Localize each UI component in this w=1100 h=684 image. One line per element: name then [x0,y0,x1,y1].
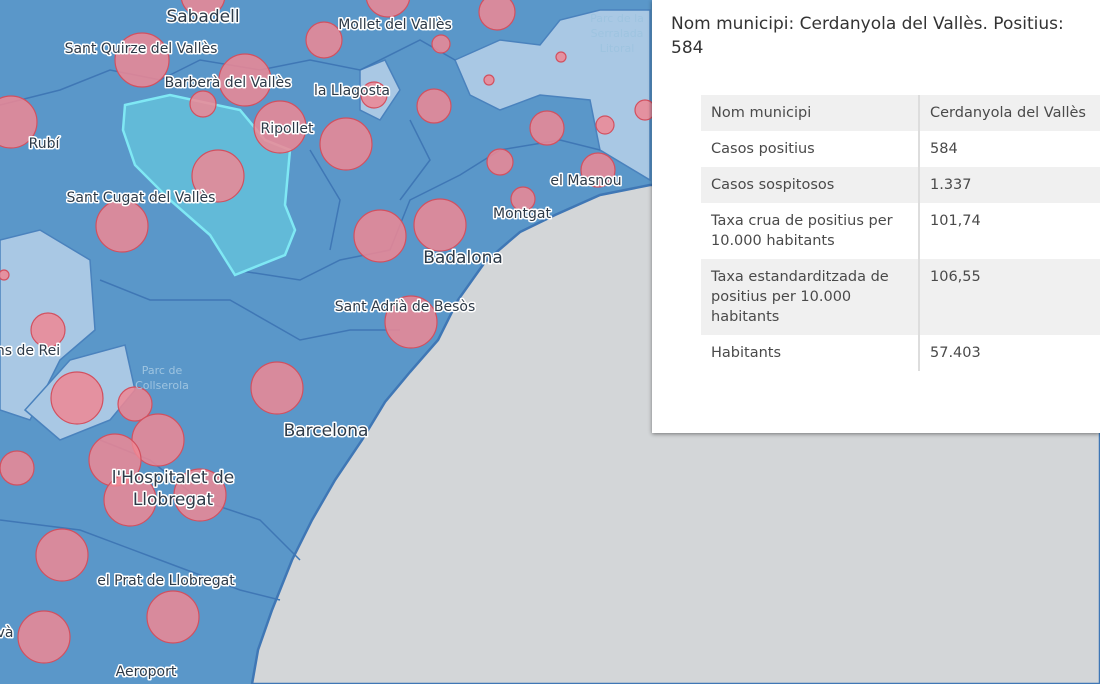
field-name: Habitants [701,335,920,371]
place-label: ns de Rei [0,343,60,359]
case-circle [117,386,153,422]
park-label: Parc de [142,364,183,377]
case-circle [189,90,217,118]
field-name: Nom municipi [701,95,920,131]
field-value: 1.337 [919,167,1100,203]
field-name: Casos sospitosos [701,167,920,203]
case-circle [17,610,71,664]
field-name: Taxa crua de positius per 10.000 habitan… [701,203,920,259]
case-circle [218,53,272,107]
place-label: el Prat de Llobregat [97,573,235,589]
case-circle [103,473,157,527]
place-label: la Llagosta [314,83,390,99]
case-circle [50,371,104,425]
place-label: Sabadell [166,7,239,27]
case-circle [114,32,170,88]
place-label: Sant Quirze del Vallès [65,41,218,57]
place-label: Badalona [423,248,503,268]
table-row: Taxa crua de positius per 10.000 habitan… [701,203,1100,259]
table-row: Casos sospitosos 1.337 [701,167,1100,203]
field-name: Casos positius [701,131,920,167]
case-circle [483,74,495,86]
field-value: 584 [930,141,958,157]
field-name: Taxa estandarditzada de positius per 10.… [701,259,920,335]
place-label: l'Hospitalet de [112,468,235,488]
case-circle [30,312,66,348]
table-row: Casos positius 584 [701,131,1100,167]
table-row: Habitants 57.403 [701,335,1100,371]
case-circle [253,100,307,154]
place-label: Barcelona [284,421,369,441]
case-circle [305,21,343,59]
case-circle [580,152,616,188]
case-circle [173,468,227,522]
case-circle [353,209,407,263]
field-value: 57.403 [930,345,981,361]
case-circle [180,0,226,18]
case-circle [529,110,565,146]
case-circle [413,198,467,252]
case-circle [478,0,516,31]
case-circle [35,528,89,582]
case-circle [250,361,304,415]
place-label: Ripollet [261,121,314,137]
case-circle [384,295,438,349]
case-circle [486,148,514,176]
place-label: Mollet del Vallès [338,17,452,33]
place-label: Llobregat [133,490,214,510]
map-labels: Sabadell Mollet del Vallès Sant Quirze del… [0,6,644,682]
case-circle [0,95,38,149]
municipality-light [454,9,651,182]
place-label: Barberà del Vallès [165,75,292,91]
place-label: Sant Cugat del Vallès [67,190,216,206]
case-circle [146,590,200,644]
case-circle [319,117,373,171]
case-circle [431,34,451,54]
case-circle [0,450,35,486]
park-label: Collserola [135,379,189,392]
place-label: Sant Adrià de Besòs [335,299,476,315]
park-label: Litoral [600,42,635,55]
field-value: 101,74 [930,213,981,229]
park-label: Serralada [591,27,644,40]
park-label: Parc de la [590,12,644,25]
case-circle [191,149,245,203]
case-circle [0,269,10,281]
place-label: el Masnou [550,173,621,189]
case-circle [360,81,388,109]
case-circle [95,199,149,253]
case-circle [365,0,411,18]
place-label: Montgat [493,206,551,222]
case-circle [595,115,615,135]
field-value: 106,55 [919,259,1100,335]
place-label: Aeroport [116,664,177,680]
place-label: Rubí [29,136,61,152]
attribute-table: Nom municipi Cerdanyola del Vallès Casos p… [701,95,1100,371]
table-row: Nom municipi Cerdanyola del Vallès [701,95,1100,131]
field-value: Cerdanyola del Vallès [919,95,1100,131]
popup-title: Nom municipi: Cerdanyola del Vallès. Pos… [671,14,1064,58]
place-label: và [0,625,13,641]
case-circle [416,88,452,124]
table-row: Taxa estandarditzada de positius per 10.… [701,259,1100,335]
case-circle [510,186,536,212]
case-symbols [0,0,656,664]
popup: Nom municipi: Cerdanyola del Vallès. Pos… [652,0,1100,433]
case-circle [555,51,567,63]
